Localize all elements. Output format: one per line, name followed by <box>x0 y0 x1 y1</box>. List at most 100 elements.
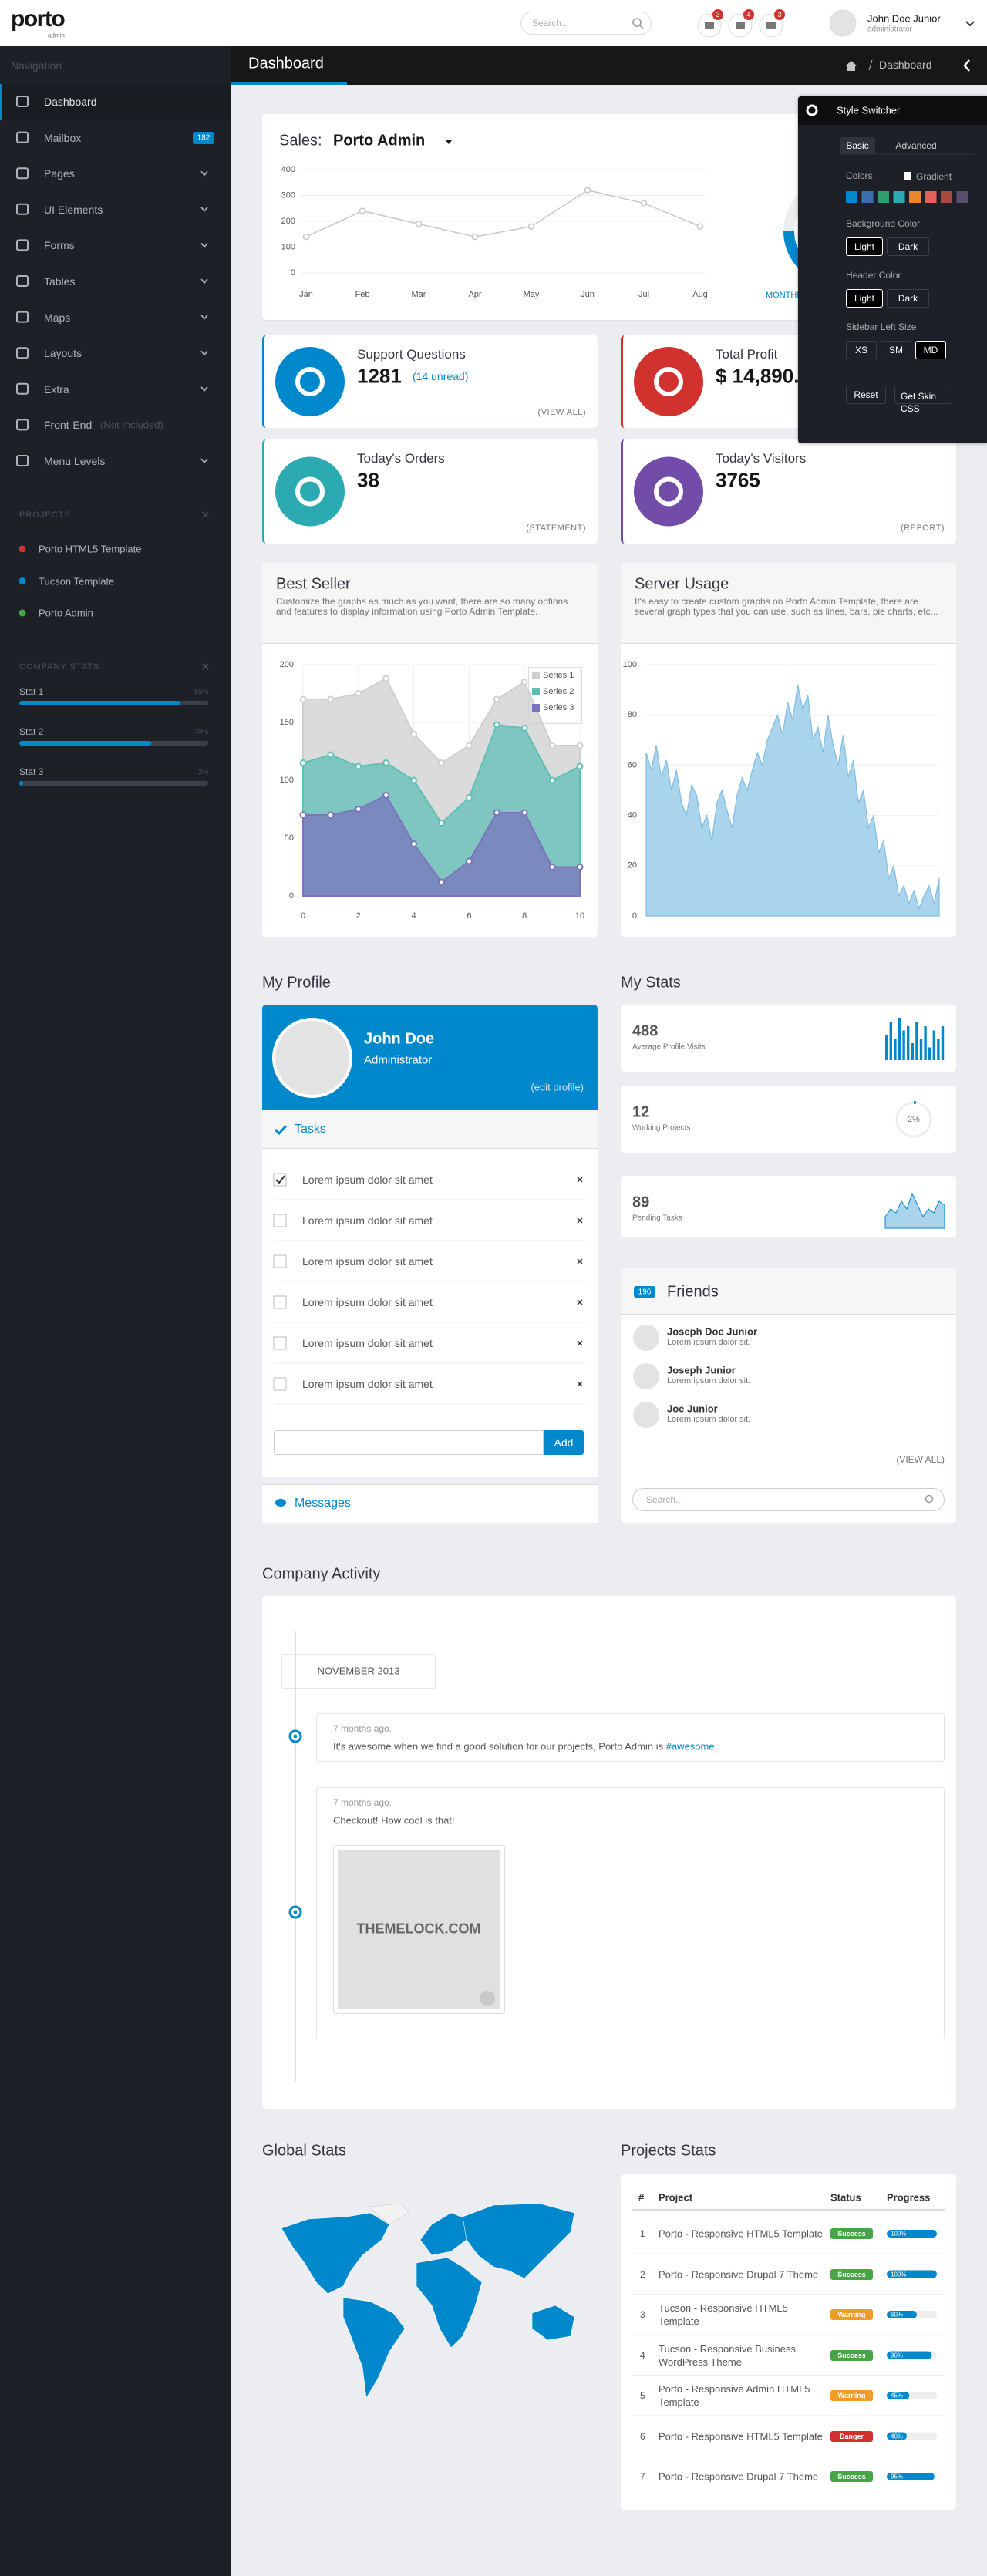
page-header <box>231 46 987 85</box>
task-remove[interactable] <box>577 1258 583 1264</box>
task-text: Lorem ipsum dolor sit amet <box>302 1378 433 1390</box>
size-option[interactable] <box>881 341 911 359</box>
nav-item[interactable]: Tables <box>44 275 76 288</box>
nav-item[interactable]: UI Elements <box>44 203 103 216</box>
background-option[interactable] <box>846 237 883 256</box>
y-tick-label: 100 <box>281 242 295 251</box>
color-swatch[interactable] <box>893 191 905 203</box>
tab[interactable]: Basic <box>846 140 869 151</box>
zoom-button[interactable] <box>480 1991 495 2006</box>
project-link[interactable]: Porto Admin <box>39 607 93 619</box>
y-tick-label: 0 <box>291 268 295 278</box>
nav-item[interactable]: Front-End <box>44 419 93 432</box>
series-area <box>302 794 581 897</box>
project-dot <box>19 609 26 617</box>
size-option[interactable] <box>915 341 946 359</box>
color-swatch[interactable] <box>909 191 921 203</box>
row-id: 3 <box>640 2309 645 2320</box>
size-option[interactable] <box>846 341 877 359</box>
series-point <box>327 811 335 819</box>
task-checkbox[interactable] <box>273 1295 287 1309</box>
sales-selector[interactable]: Porto Admin <box>333 132 426 150</box>
nav-item[interactable]: Mailbox <box>44 131 82 144</box>
legend-label: Series 2 <box>543 687 574 696</box>
search-box[interactable] <box>520 12 652 35</box>
header-option[interactable] <box>846 289 883 308</box>
task-checkbox[interactable] <box>273 1336 287 1350</box>
nav-item[interactable]: Extra <box>44 382 69 396</box>
nav-item[interactable]: Forms <box>44 239 75 252</box>
header-option[interactable] <box>887 289 929 308</box>
post-hashtag[interactable]: #awesome <box>665 1740 715 1753</box>
post-text-body: Checkout! How cool is that! <box>333 1814 455 1827</box>
row-project: Porto - Responsive HTML5 Template <box>659 2430 823 2442</box>
widget-icon <box>295 476 325 507</box>
get-css-button[interactable] <box>894 386 952 404</box>
color-swatch[interactable] <box>925 191 937 203</box>
background-option[interactable] <box>887 237 929 256</box>
section-title: My Stats <box>621 974 681 992</box>
y-tick-label: 0 <box>632 911 637 921</box>
task-remove[interactable] <box>577 1299 583 1305</box>
status-badge <box>830 2430 873 2442</box>
friends-search[interactable] <box>632 1488 945 1511</box>
y-tick-label: 60 <box>628 760 637 769</box>
color-swatch[interactable] <box>956 191 968 203</box>
projects-heading: PROJECTS <box>19 510 71 520</box>
messages-link[interactable]: Messages <box>295 1497 351 1510</box>
widget-link[interactable]: (STATEMENT) <box>526 524 586 533</box>
task-remove[interactable] <box>577 1217 583 1224</box>
profile-edit[interactable]: (edit profile) <box>531 1081 584 1093</box>
reset-button-label: Reset <box>854 389 878 400</box>
task-checkbox[interactable] <box>273 1254 287 1268</box>
add-task-button[interactable] <box>544 1430 584 1455</box>
task-checkbox[interactable] <box>273 1173 287 1187</box>
friend-text: Lorem ipsum dolor sit. <box>667 1376 751 1386</box>
widget-link[interactable]: (VIEW ALL) <box>537 408 586 417</box>
row-project: Tucson - Responsive HTML5 Template <box>659 2302 788 2327</box>
nav-item[interactable]: Maps <box>44 311 71 324</box>
gradient-checkbox[interactable] <box>904 172 911 180</box>
task-remove[interactable] <box>577 1381 583 1387</box>
task-checkbox[interactable] <box>273 1214 287 1227</box>
task-remove[interactable] <box>577 1340 583 1346</box>
gradient-label: Gradient <box>916 171 952 182</box>
notification-badge-count: 4 <box>746 11 751 19</box>
progress-label: 100% <box>891 2271 907 2278</box>
friends-view-all[interactable]: (VIEW ALL) <box>896 1454 945 1465</box>
friend-name: Joseph Doe Junior <box>667 1325 758 1338</box>
widget-link[interactable]: (REPORT) <box>901 524 945 533</box>
reset-button[interactable] <box>846 386 886 404</box>
color-swatch[interactable] <box>861 191 874 203</box>
color-swatch[interactable] <box>941 191 952 203</box>
task-input[interactable] <box>274 1430 544 1455</box>
task-checkbox[interactable] <box>273 1377 287 1391</box>
color-swatch[interactable] <box>878 191 889 203</box>
messages-icon <box>275 1499 286 1507</box>
widget-icon-circle <box>634 347 703 416</box>
stat-label: Pending Tasks <box>632 1214 682 1223</box>
user-avatar <box>829 9 857 37</box>
home-icon <box>845 61 857 71</box>
x-tick-label: Jan <box>299 290 313 299</box>
tab[interactable]: Advanced <box>895 140 937 151</box>
series-point <box>465 742 473 749</box>
series-point <box>465 794 473 801</box>
x-tick-label: 2 <box>356 911 361 921</box>
nav-item[interactable]: Pages <box>44 167 75 180</box>
x-tick-label: Aug <box>692 290 708 299</box>
project-link[interactable]: Tucson Template <box>39 575 115 587</box>
nav-chevron <box>200 242 208 248</box>
y-tick-label: 100 <box>623 660 637 669</box>
sidebar-right-toggle[interactable] <box>963 59 970 72</box>
series-point <box>438 759 445 766</box>
color-swatch[interactable] <box>846 191 857 203</box>
nav-item[interactable]: Menu Levels <box>44 455 106 467</box>
mini-bar <box>937 1039 940 1060</box>
nav-item[interactable]: Layouts <box>44 347 83 360</box>
task-remove[interactable] <box>577 1177 583 1183</box>
progress-label: 100% <box>891 2230 907 2238</box>
nav-item[interactable]: Dashboard <box>44 96 97 108</box>
project-link[interactable]: Porto HTML5 Template <box>39 543 142 555</box>
